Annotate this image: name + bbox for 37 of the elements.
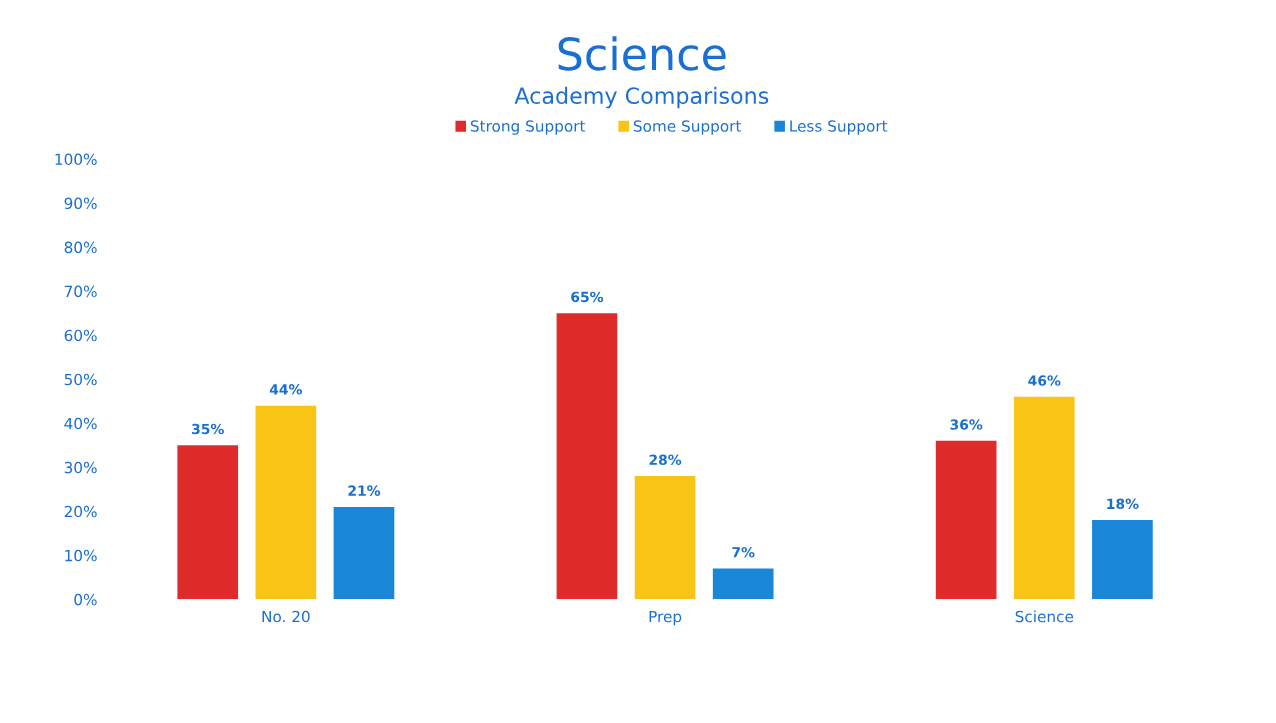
bar — [177, 445, 239, 600]
y-tick-label: 90% — [64, 197, 97, 210]
data-label: 7% — [732, 547, 755, 558]
y-tick-label: 10% — [65, 549, 97, 562]
y-tick-label: 60% — [64, 329, 97, 342]
bar — [1013, 396, 1075, 600]
chart-subtitle: Academy Comparisons — [514, 86, 769, 109]
data-label: 35% — [192, 423, 224, 435]
y-tick-label: 70% — [64, 285, 97, 298]
x-tick-label: No. 20 — [262, 610, 310, 623]
bar — [556, 313, 618, 600]
legend-label: Strong Support — [470, 120, 586, 135]
data-label: 65% — [571, 291, 604, 303]
y-tick-label: 100% — [55, 153, 97, 166]
data-label: 46% — [1028, 375, 1061, 386]
legend-label: Some Support — [633, 120, 742, 135]
bar — [935, 440, 997, 600]
bar — [1092, 520, 1153, 600]
legend-label: Less Support — [790, 120, 888, 135]
x-tick-label: Prep — [649, 610, 682, 626]
data-label: 28% — [649, 454, 682, 466]
y-tick-label: 20% — [64, 505, 97, 518]
bar — [712, 568, 774, 600]
bar — [634, 476, 696, 600]
x-tick-label: Science — [1015, 610, 1074, 623]
bar — [333, 506, 395, 600]
bar — [255, 405, 317, 600]
y-tick-label: 30% — [64, 461, 97, 474]
data-label: 44% — [269, 384, 303, 395]
chart-title: Science — [558, 36, 726, 71]
y-tick-label: 40% — [64, 417, 97, 430]
y-tick-label: 50% — [64, 373, 97, 386]
data-label: 18% — [1107, 498, 1139, 510]
data-label: 36% — [950, 419, 983, 430]
y-tick-label: 80% — [64, 241, 97, 254]
data-label: 21% — [348, 485, 381, 496]
y-tick-label: 0% — [74, 593, 97, 606]
